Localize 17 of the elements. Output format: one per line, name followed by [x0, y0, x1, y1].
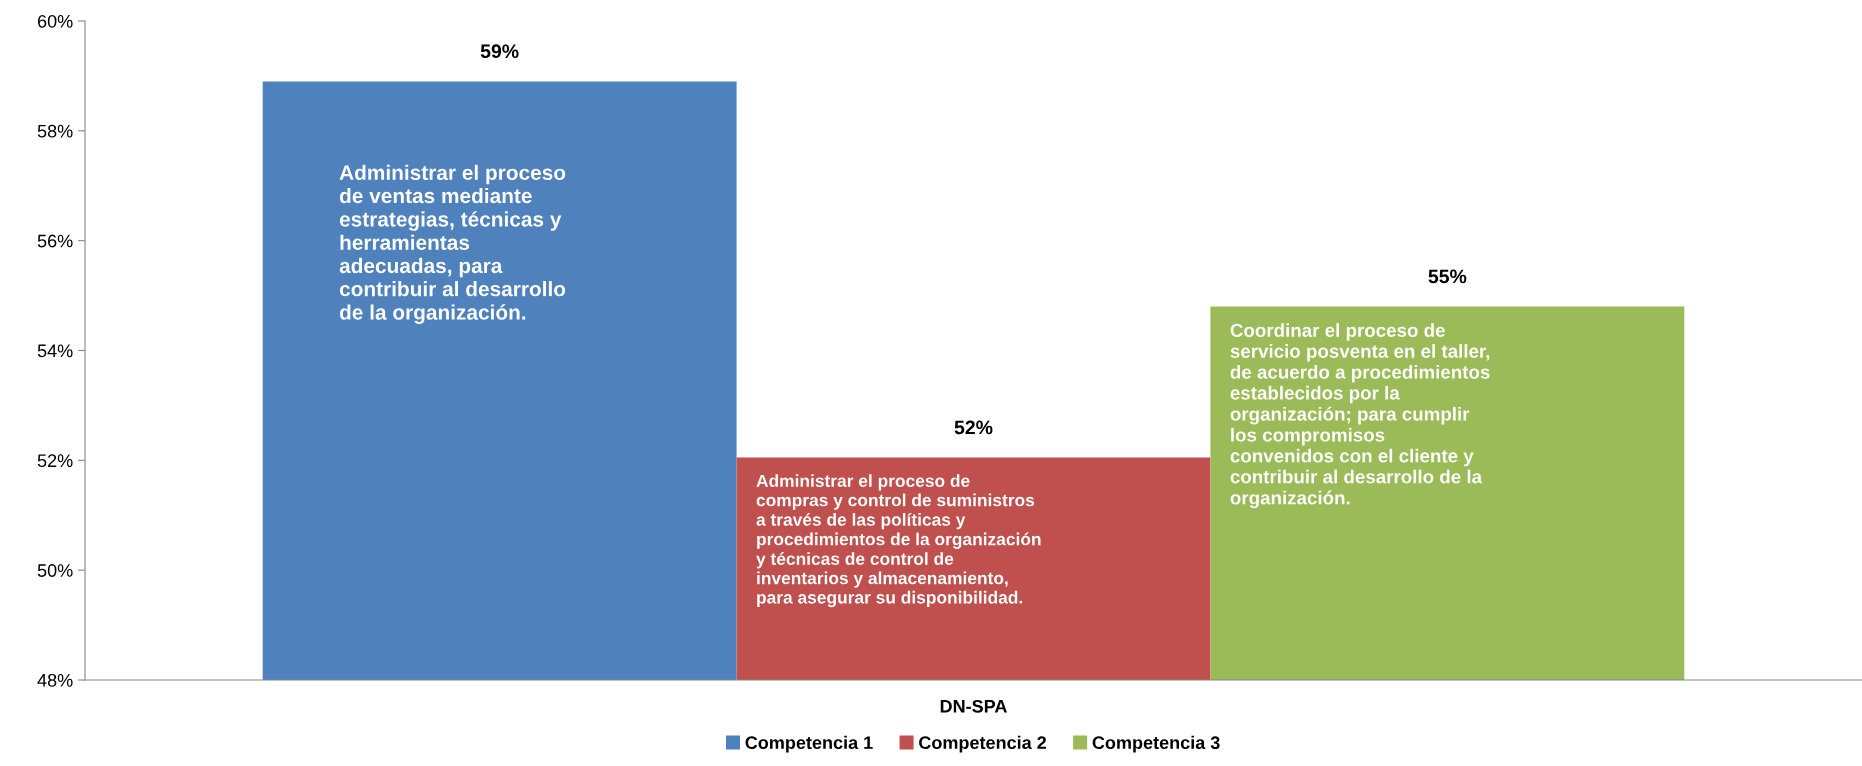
- y-tick-label: 60%: [37, 14, 73, 28]
- data-label: 52%: [954, 420, 993, 435]
- annotation: Administrar el proceso de compras y control de suministros a través de las políticas y procedimientos de la organización y técnicas de control de inventarios y almacenamiento, para asegurar su disponibilidad.: [756, 474, 1041, 608]
- y-tick-label: 52%: [37, 454, 73, 468]
- data-label: 55%: [1428, 269, 1467, 284]
- y-tick-label: 50%: [37, 564, 73, 577]
- legend-label: Competencia 3: [1092, 735, 1220, 753]
- data-label: 59%: [480, 44, 519, 59]
- legend-label: Competencia 1: [745, 735, 873, 753]
- y-tick-label: 56%: [37, 234, 73, 248]
- y-tick-label: 54%: [37, 344, 73, 358]
- y-tick-label: 58%: [37, 124, 73, 138]
- y-tick-label: 48%: [37, 673, 73, 687]
- annotation: Administrar el proceso de ventas mediante estrategias, técnicas y herramientas adecuadas, para contribuir al desarrollo de la organización.: [339, 164, 566, 324]
- text: Coordinar el proceso de servicio posventa en el taller, de acuerdo a procedimientos establecidos por la organización; para cumplir los compromisos convenidos con el cliente y contribuir al desarrollo de la organización.: [1230, 323, 1490, 509]
- x-tick-label: DN-SPA: [940, 699, 1007, 713]
- legend-label: Competencia 2: [919, 735, 1047, 753]
